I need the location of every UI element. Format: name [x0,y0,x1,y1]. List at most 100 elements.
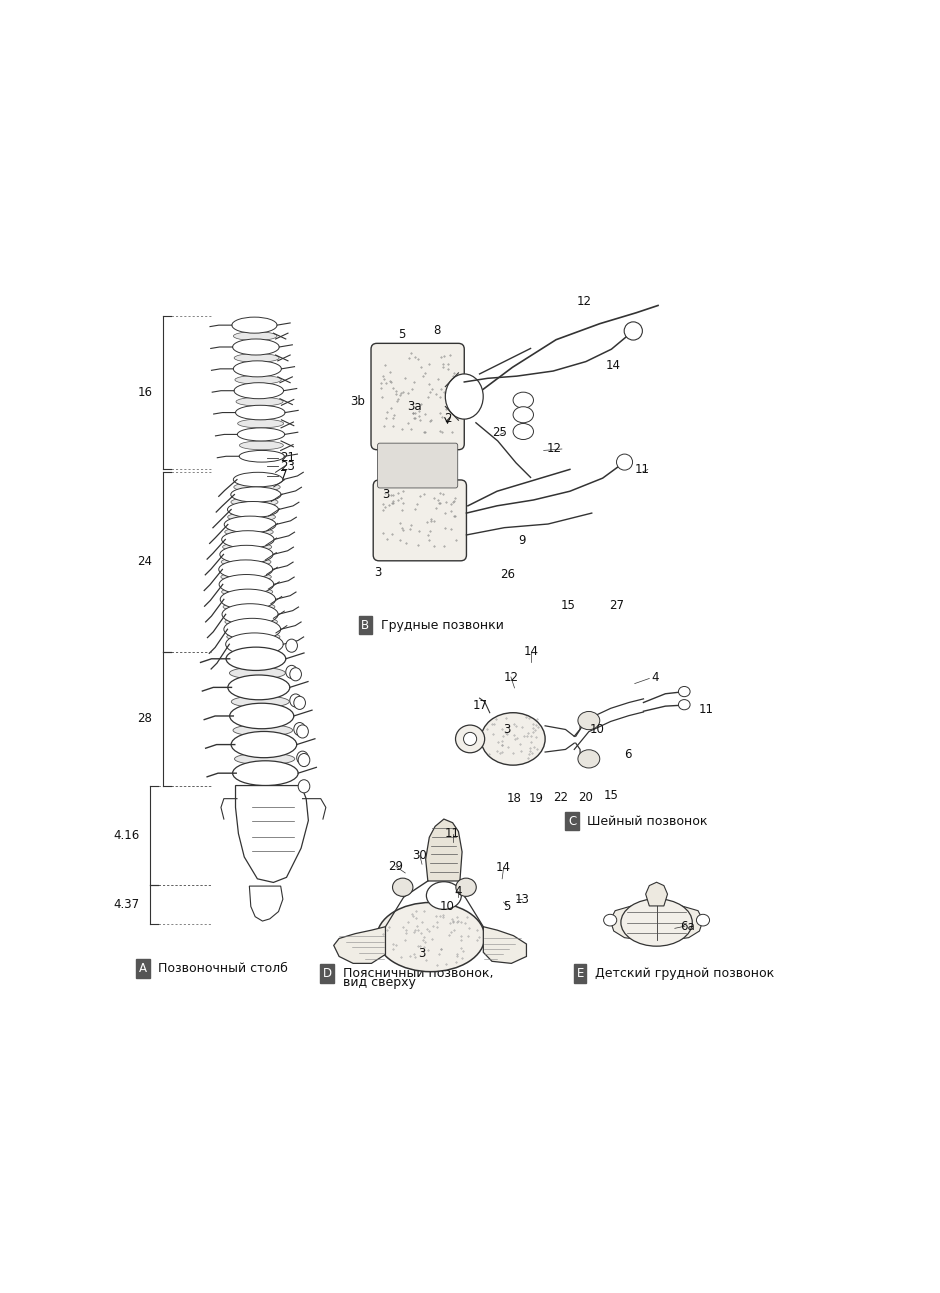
Ellipse shape [223,542,272,552]
Polygon shape [426,818,462,881]
Ellipse shape [237,428,285,441]
Ellipse shape [617,454,633,471]
Text: 4.16: 4.16 [113,829,139,842]
Polygon shape [334,927,385,963]
Text: 12: 12 [504,671,518,684]
Ellipse shape [227,502,278,517]
Ellipse shape [238,419,284,428]
Text: C: C [568,815,576,828]
Ellipse shape [227,512,275,522]
Text: B: B [361,619,369,632]
Ellipse shape [219,574,274,595]
Text: 16: 16 [137,387,152,400]
Text: 11: 11 [698,703,713,716]
Ellipse shape [234,383,284,398]
Ellipse shape [679,700,690,710]
Text: 3a: 3a [407,401,422,414]
Text: 27: 27 [609,599,624,612]
Text: 14: 14 [524,645,539,658]
Ellipse shape [239,450,284,462]
Ellipse shape [226,646,286,671]
Ellipse shape [234,482,280,491]
Ellipse shape [222,604,278,625]
Ellipse shape [286,666,297,679]
Ellipse shape [481,712,545,765]
Polygon shape [610,906,644,939]
Ellipse shape [221,557,271,566]
Ellipse shape [222,587,273,596]
Text: 15: 15 [604,789,619,802]
Ellipse shape [236,405,285,420]
Ellipse shape [456,725,485,753]
Text: 9: 9 [518,534,525,547]
Text: D: D [322,967,332,980]
FancyBboxPatch shape [371,344,464,450]
Text: 3: 3 [504,723,511,736]
Ellipse shape [221,572,272,582]
Ellipse shape [697,914,710,926]
Text: 20: 20 [578,791,593,804]
Text: 21: 21 [280,451,295,464]
Ellipse shape [377,903,485,971]
Ellipse shape [298,754,310,767]
Polygon shape [646,882,667,906]
Ellipse shape [233,472,283,487]
Text: 8: 8 [433,325,440,337]
Polygon shape [236,786,308,882]
Ellipse shape [297,751,308,764]
Ellipse shape [294,697,306,710]
Text: 4: 4 [455,884,462,897]
Text: вид сверху: вид сверху [343,976,416,989]
Ellipse shape [229,703,294,729]
Ellipse shape [223,603,274,612]
Ellipse shape [240,441,283,450]
Text: Шейный позвонок: Шейный позвонок [588,815,708,828]
Ellipse shape [232,317,277,334]
Text: 6: 6 [624,749,631,762]
Ellipse shape [456,878,477,896]
Ellipse shape [286,639,297,652]
Text: 28: 28 [137,712,152,725]
Ellipse shape [233,361,281,376]
Text: 2: 2 [444,412,451,425]
Text: 25: 25 [493,427,508,440]
Text: 10: 10 [439,900,454,913]
Text: 11: 11 [634,463,650,476]
Text: 3: 3 [382,487,389,500]
Text: 5: 5 [398,328,405,341]
Text: Поясничный позвонок,: Поясничный позвонок, [343,967,494,980]
Ellipse shape [578,750,600,768]
Text: 14: 14 [496,861,511,874]
Ellipse shape [679,687,690,697]
Ellipse shape [236,397,283,406]
Ellipse shape [220,590,275,609]
Text: 5: 5 [504,900,511,913]
Text: 4.37: 4.37 [113,897,139,910]
Text: 6a: 6a [680,919,695,932]
Ellipse shape [231,732,297,758]
Text: 15: 15 [560,599,575,612]
Text: 19: 19 [529,793,544,806]
Ellipse shape [231,696,290,707]
Ellipse shape [294,723,306,736]
Ellipse shape [427,882,462,909]
Text: 30: 30 [413,850,427,862]
Ellipse shape [227,632,280,641]
Text: 24: 24 [137,556,152,569]
Text: 11: 11 [446,828,460,840]
Ellipse shape [233,332,277,340]
Ellipse shape [513,424,534,440]
Text: 3: 3 [418,946,426,959]
Ellipse shape [229,667,286,679]
Ellipse shape [225,617,277,627]
Text: 3b: 3b [351,396,366,409]
Ellipse shape [235,375,281,384]
Text: Детский грудной позвонок: Детский грудной позвонок [595,967,775,980]
Text: 13: 13 [514,892,529,905]
Text: E: E [576,967,584,980]
Ellipse shape [234,353,279,362]
Ellipse shape [225,528,274,537]
Polygon shape [249,886,283,921]
Ellipse shape [298,780,310,793]
Text: 7: 7 [280,469,288,482]
